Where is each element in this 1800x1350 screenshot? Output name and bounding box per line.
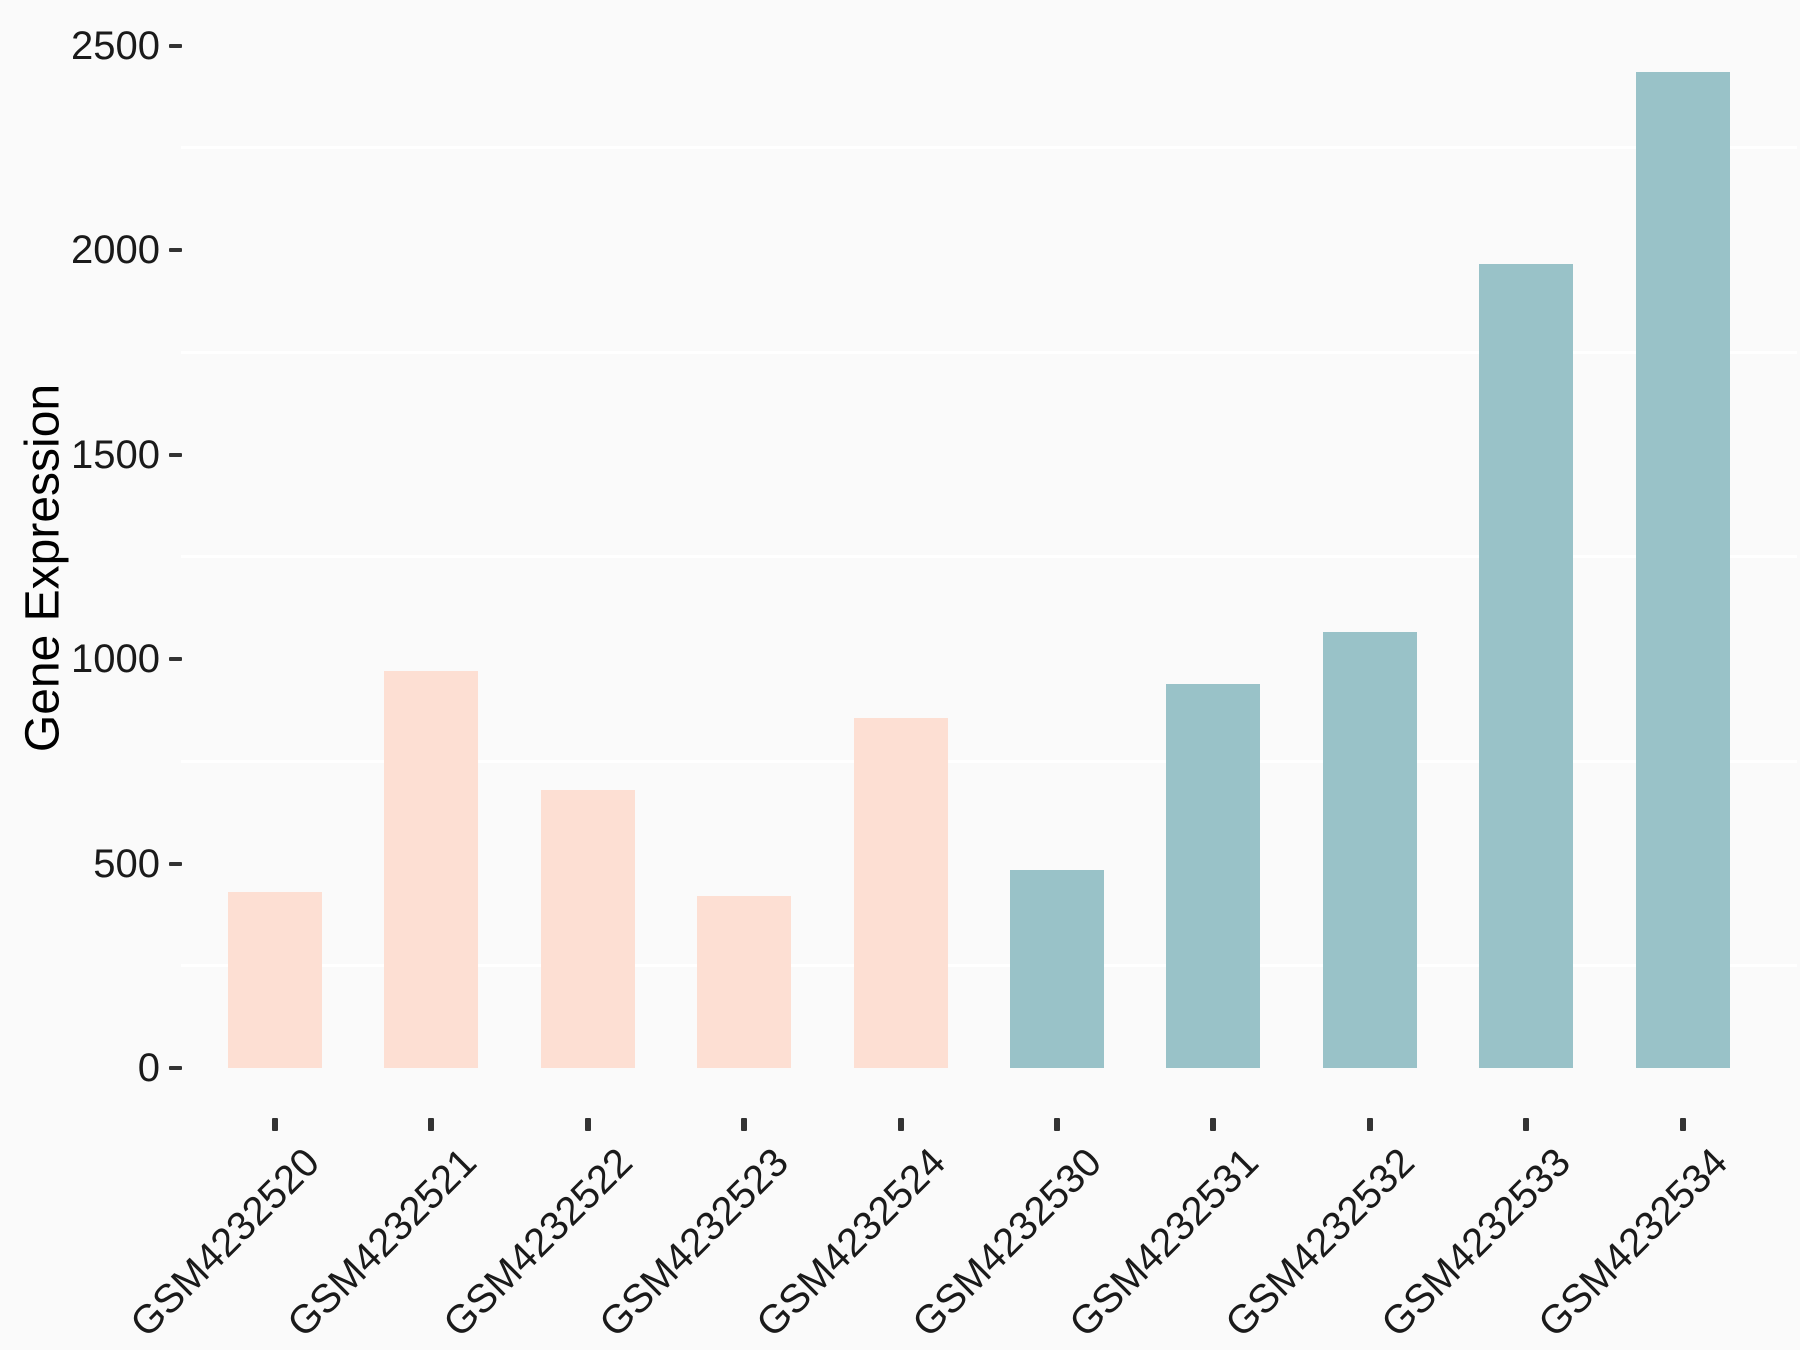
y-tick-mark [169,452,182,457]
y-tick-label: 1000 [71,637,160,681]
x-tick-mark [1366,1118,1373,1131]
minor-gridline [181,555,1797,559]
bar-GSM4232531 [1166,683,1261,1068]
bar-GSM4232532 [1322,632,1417,1068]
bar-GSM4232522 [540,789,635,1068]
y-tick-mark [169,1066,182,1070]
x-tick-mark [272,1118,278,1131]
bar-GSM4232530 [1010,869,1104,1068]
y-tick-label: 1500 [71,432,160,477]
minor-gridline [181,146,1797,150]
bar-GSM4232520 [228,892,322,1068]
y-tick-mark [169,43,182,48]
x-tick-mark [1210,1118,1217,1131]
plot-panel [181,20,1797,1117]
y-tick-mark [169,248,182,252]
minor-gridline [181,964,1797,968]
x-tick-mark [1054,1118,1060,1131]
x-tick-mark [897,1118,904,1131]
bar-GSM4232521 [384,671,479,1068]
x-tick-mark [1679,1118,1686,1131]
y-tick-mark [169,861,182,866]
x-tick-mark [1523,1118,1530,1131]
y-tick-label: 0 [137,1046,160,1090]
bar-GSM4232524 [853,718,948,1068]
x-tick-mark [428,1118,435,1131]
y-tick-label: 500 [93,841,160,886]
bar-GSM4232523 [697,896,792,1068]
y-tick-label: 2000 [71,228,160,272]
y-tick-mark [169,657,182,661]
x-tick-mark [741,1118,748,1131]
x-tick-mark [584,1118,591,1131]
bar-GSM4232534 [1635,72,1730,1068]
y-tick-label: 2500 [71,23,160,68]
bar-GSM4232533 [1479,264,1574,1068]
minor-gridline [181,759,1797,763]
minor-gridline [181,350,1797,354]
